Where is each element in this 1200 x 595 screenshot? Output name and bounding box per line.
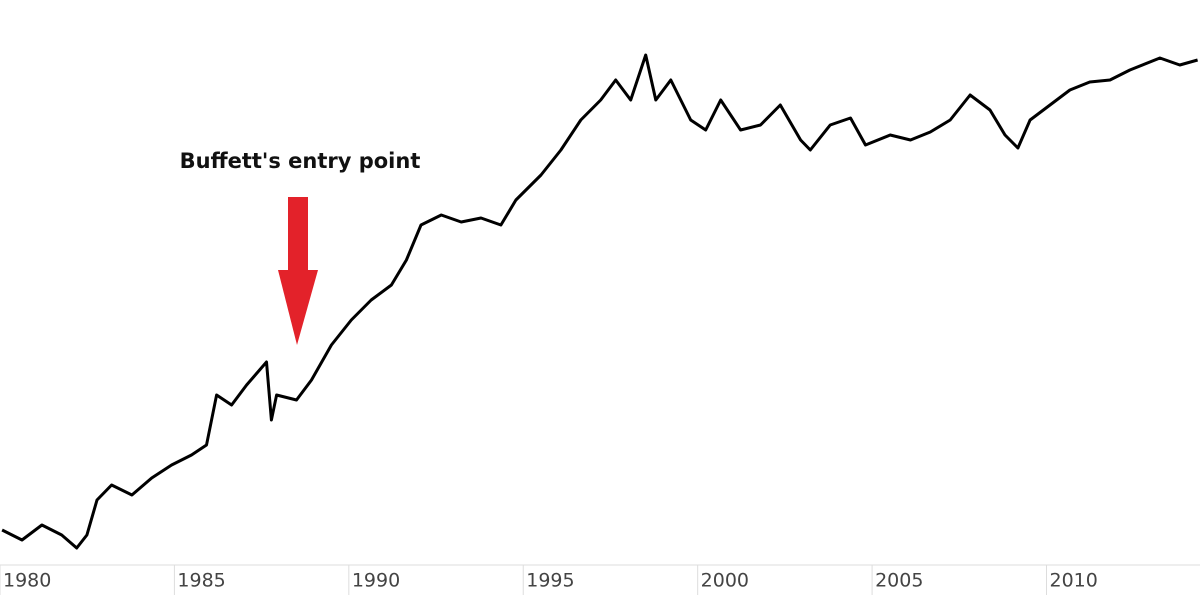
x-tick-label: 1995 [526,570,574,592]
arrow-head [278,270,318,345]
x-tick-label: 2005 [875,570,923,592]
annotation: Buffett's entry point [180,149,421,173]
price-line [1,53,1199,550]
arrow-shaft [288,197,308,271]
x-tick-label: 1990 [352,570,400,592]
x-tick-label: 2000 [701,570,749,592]
x-tick-label: 2010 [1050,570,1098,592]
x-tick-label: 1985 [177,570,225,592]
x-tick-label: 1980 [3,570,51,592]
arrow [278,197,318,345]
